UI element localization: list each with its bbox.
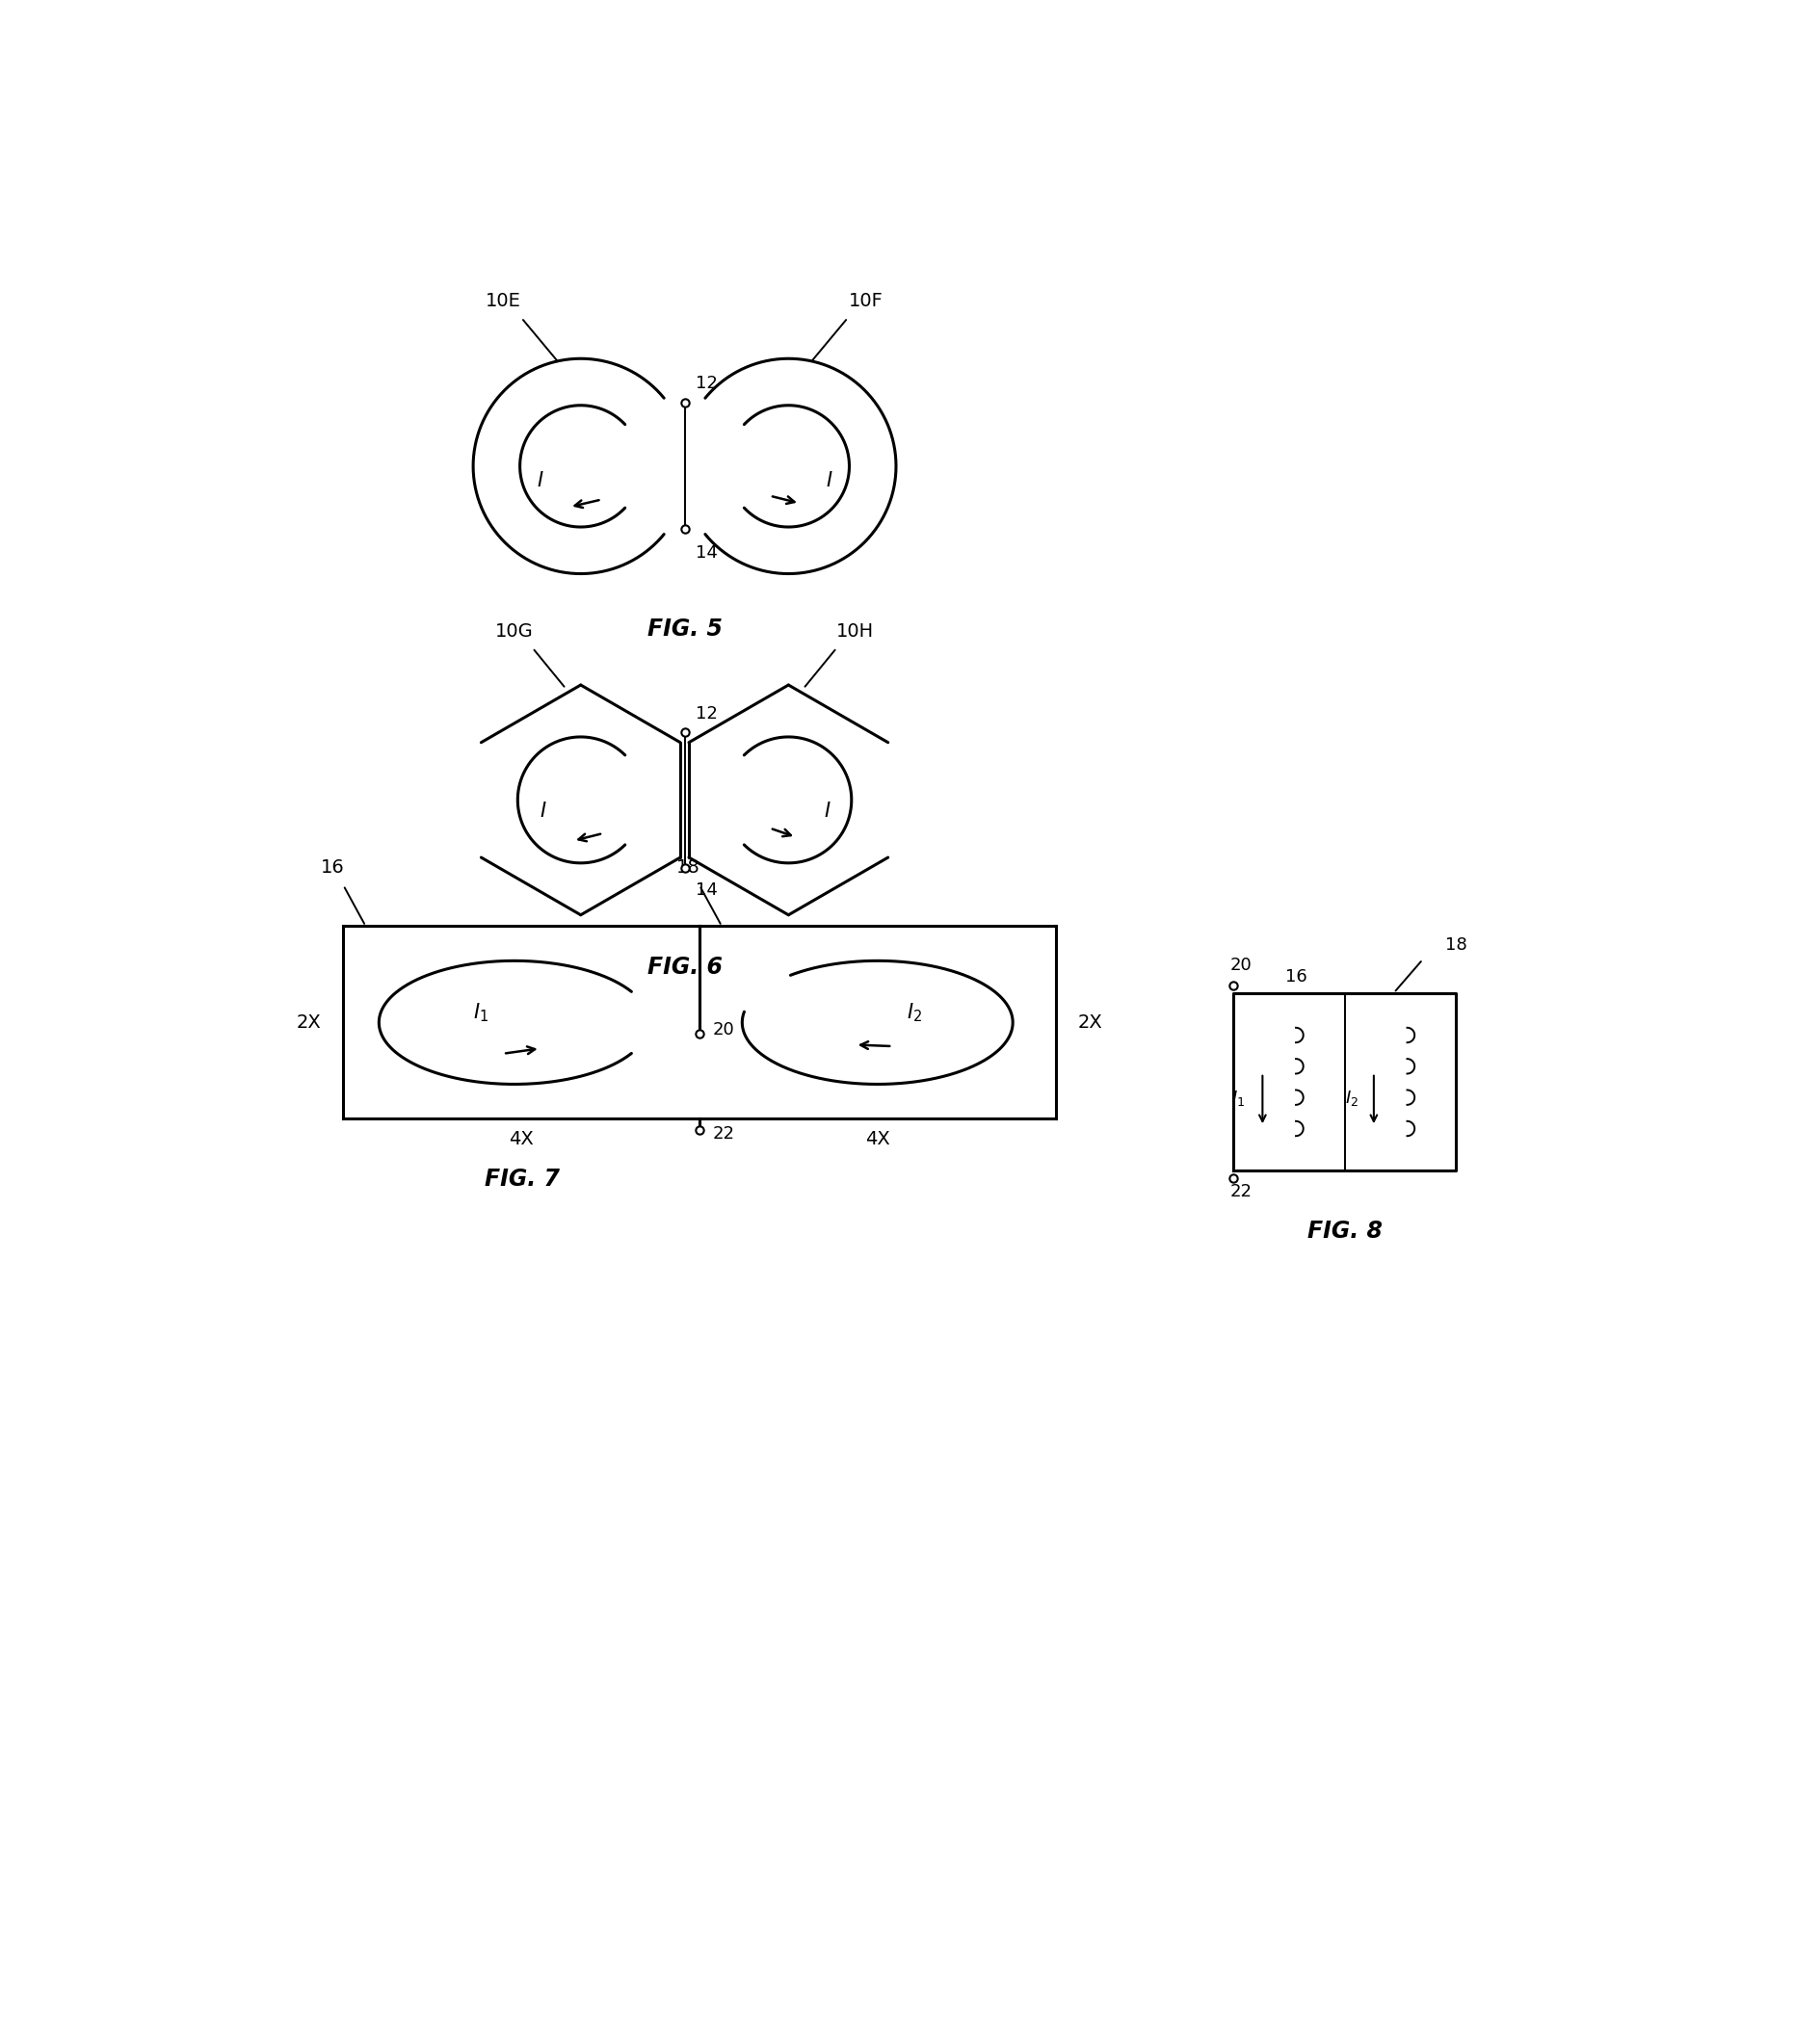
Text: 10H: 10H: [837, 621, 874, 642]
Text: FIG. 8: FIG. 8: [1307, 1218, 1383, 1243]
Text: 20: 20: [713, 1022, 735, 1038]
Text: $I_2$: $I_2$: [906, 1002, 923, 1024]
Text: 12: 12: [695, 706, 717, 723]
Text: FIG. 6: FIG. 6: [648, 955, 723, 980]
Text: 18: 18: [1445, 937, 1467, 953]
Text: 22: 22: [713, 1125, 735, 1142]
Text: 20: 20: [1230, 957, 1252, 974]
Text: FIG. 5: FIG. 5: [648, 617, 723, 642]
Text: 14: 14: [695, 882, 717, 899]
Text: $I$: $I$: [826, 472, 834, 490]
Text: $I$: $I$: [541, 802, 548, 820]
Text: $I$: $I$: [823, 802, 830, 820]
Text: 2X: 2X: [297, 1014, 320, 1032]
Text: 4X: 4X: [864, 1131, 890, 1150]
Text: 14: 14: [695, 544, 717, 561]
Text: 18: 18: [677, 858, 701, 876]
Text: $I_1$: $I_1$: [1230, 1089, 1245, 1107]
Text: 10E: 10E: [486, 291, 521, 310]
Text: $I_2$: $I_2$: [1345, 1089, 1358, 1107]
Text: $I_1$: $I_1$: [473, 1002, 488, 1024]
Text: 10F: 10F: [850, 291, 885, 310]
Text: $I$: $I$: [537, 472, 544, 490]
Text: 2X: 2X: [1077, 1014, 1103, 1032]
Text: 16: 16: [320, 858, 344, 876]
Text: 16: 16: [1285, 967, 1307, 986]
Text: 4X: 4X: [510, 1131, 533, 1150]
Text: 10G: 10G: [495, 621, 533, 642]
Text: FIG. 7: FIG. 7: [484, 1168, 559, 1190]
Text: 12: 12: [695, 374, 717, 393]
Text: 22: 22: [1230, 1184, 1252, 1200]
